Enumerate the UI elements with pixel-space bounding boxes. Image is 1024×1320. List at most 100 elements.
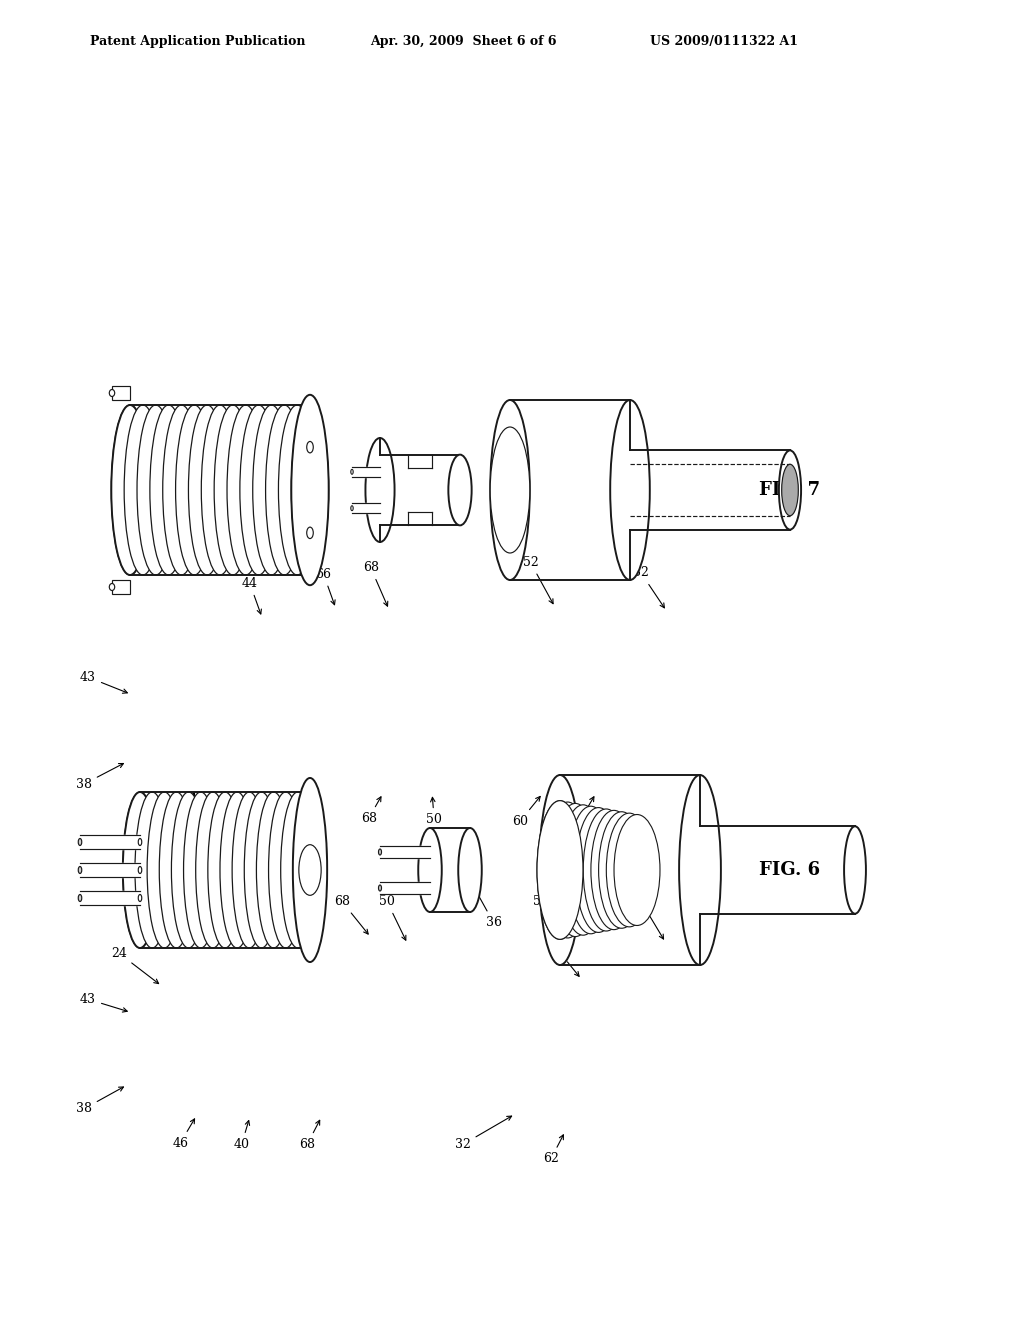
Ellipse shape — [293, 777, 327, 962]
Ellipse shape — [123, 792, 157, 948]
Polygon shape — [380, 454, 460, 525]
Polygon shape — [700, 826, 855, 913]
Text: 38: 38 — [76, 763, 124, 791]
Ellipse shape — [188, 405, 226, 576]
Ellipse shape — [183, 792, 218, 948]
Ellipse shape — [781, 465, 799, 516]
Text: 36: 36 — [550, 944, 580, 977]
Ellipse shape — [490, 426, 529, 553]
Ellipse shape — [110, 389, 115, 396]
Ellipse shape — [291, 405, 329, 576]
Ellipse shape — [214, 405, 252, 576]
Polygon shape — [380, 846, 430, 858]
Ellipse shape — [227, 405, 264, 576]
Text: 43: 43 — [80, 993, 127, 1012]
Ellipse shape — [844, 826, 866, 913]
Ellipse shape — [299, 845, 322, 895]
Text: Patent Application Publication: Patent Application Publication — [90, 36, 305, 48]
Ellipse shape — [147, 792, 181, 948]
Text: 50: 50 — [379, 895, 406, 940]
Ellipse shape — [265, 405, 303, 576]
Ellipse shape — [490, 400, 529, 579]
Ellipse shape — [679, 775, 721, 965]
Ellipse shape — [160, 792, 194, 948]
Ellipse shape — [779, 450, 801, 529]
Ellipse shape — [293, 792, 327, 948]
Text: 68: 68 — [334, 895, 369, 935]
Text: 68: 68 — [299, 1121, 319, 1151]
Ellipse shape — [208, 792, 242, 948]
Text: FIG. 6: FIG. 6 — [760, 861, 820, 879]
Text: 68: 68 — [360, 797, 381, 825]
Ellipse shape — [560, 805, 606, 935]
Ellipse shape — [138, 866, 141, 874]
Polygon shape — [140, 792, 310, 948]
Ellipse shape — [123, 792, 157, 948]
Text: 66: 66 — [301, 797, 319, 825]
Ellipse shape — [449, 454, 472, 525]
Ellipse shape — [279, 405, 315, 576]
Text: FIG. 7: FIG. 7 — [760, 480, 820, 499]
Text: 66: 66 — [315, 568, 335, 605]
Polygon shape — [380, 882, 430, 894]
Text: 43: 43 — [80, 671, 127, 693]
Ellipse shape — [418, 828, 441, 912]
Ellipse shape — [307, 527, 313, 539]
Ellipse shape — [281, 792, 315, 948]
Ellipse shape — [575, 808, 622, 932]
Ellipse shape — [163, 405, 200, 576]
Text: 44: 44 — [258, 907, 274, 944]
Ellipse shape — [351, 506, 353, 511]
Ellipse shape — [610, 400, 650, 579]
Ellipse shape — [232, 792, 266, 948]
Ellipse shape — [537, 801, 583, 940]
Text: 46: 46 — [172, 1119, 195, 1150]
Polygon shape — [430, 828, 470, 912]
Ellipse shape — [591, 810, 637, 929]
Ellipse shape — [202, 405, 239, 576]
Ellipse shape — [366, 438, 394, 543]
Text: 50: 50 — [426, 797, 442, 826]
Text: 24: 24 — [177, 887, 219, 929]
Text: 46: 46 — [172, 793, 195, 824]
Polygon shape — [80, 891, 140, 906]
Ellipse shape — [291, 395, 329, 585]
Text: 40: 40 — [242, 799, 258, 828]
Text: 68: 68 — [362, 561, 388, 606]
Text: 58: 58 — [571, 797, 594, 828]
Polygon shape — [80, 836, 140, 849]
Polygon shape — [130, 405, 310, 576]
Text: 24: 24 — [111, 946, 159, 983]
Ellipse shape — [568, 807, 613, 933]
Ellipse shape — [220, 792, 254, 948]
Ellipse shape — [537, 801, 583, 940]
Ellipse shape — [552, 804, 598, 937]
Text: 40: 40 — [233, 1121, 250, 1151]
Text: 36: 36 — [475, 890, 502, 929]
Ellipse shape — [196, 792, 230, 948]
Bar — [112, 579, 130, 594]
Text: Apr. 30, 2009  Sheet 6 of 6: Apr. 30, 2009 Sheet 6 of 6 — [370, 36, 556, 48]
Ellipse shape — [240, 405, 278, 576]
Text: US 2009/0111322 A1: US 2009/0111322 A1 — [650, 36, 798, 48]
Ellipse shape — [78, 866, 82, 874]
Ellipse shape — [268, 792, 303, 948]
Ellipse shape — [124, 405, 162, 576]
Polygon shape — [560, 775, 700, 965]
Text: 32: 32 — [455, 1117, 512, 1151]
Polygon shape — [510, 400, 630, 579]
Ellipse shape — [78, 895, 82, 902]
Ellipse shape — [78, 838, 82, 846]
Ellipse shape — [539, 775, 581, 965]
Ellipse shape — [459, 828, 481, 912]
Text: 44: 44 — [242, 577, 261, 614]
Text: 32: 32 — [633, 566, 665, 607]
Ellipse shape — [112, 405, 148, 576]
Ellipse shape — [175, 405, 213, 576]
Ellipse shape — [138, 838, 141, 846]
Text: 60: 60 — [512, 796, 541, 828]
Ellipse shape — [606, 813, 652, 927]
Ellipse shape — [584, 809, 629, 931]
Ellipse shape — [138, 895, 141, 902]
Text: 62: 62 — [543, 1135, 563, 1166]
